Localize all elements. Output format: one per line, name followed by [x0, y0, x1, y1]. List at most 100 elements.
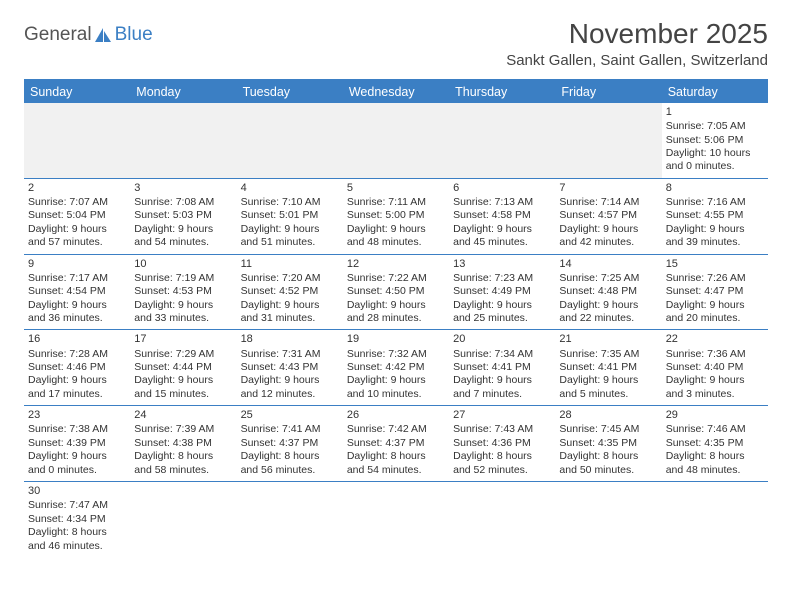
day-cell: 13Sunrise: 7:23 AMSunset: 4:49 PMDayligh…	[449, 254, 555, 330]
sunset-text: Sunset: 4:41 PM	[453, 361, 551, 374]
day-cell: 25Sunrise: 7:41 AMSunset: 4:37 PMDayligh…	[237, 406, 343, 482]
week-row: 16Sunrise: 7:28 AMSunset: 4:46 PMDayligh…	[24, 330, 768, 406]
sunset-text: Sunset: 5:00 PM	[347, 209, 445, 222]
sunset-text: Sunset: 4:46 PM	[28, 361, 126, 374]
day-cell: 18Sunrise: 7:31 AMSunset: 4:43 PMDayligh…	[237, 330, 343, 406]
title-block: November 2025 Sankt Gallen, Saint Gallen…	[506, 18, 768, 73]
sunset-text: Sunset: 4:37 PM	[241, 437, 339, 450]
day-cell: 16Sunrise: 7:28 AMSunset: 4:46 PMDayligh…	[24, 330, 130, 406]
sunset-text: Sunset: 4:53 PM	[134, 285, 232, 298]
day-cell: 8Sunrise: 7:16 AMSunset: 4:55 PMDaylight…	[662, 178, 768, 254]
sunset-text: Sunset: 4:55 PM	[666, 209, 764, 222]
day-number: 8	[666, 181, 764, 195]
daylight-text: Daylight: 8 hours and 50 minutes.	[559, 450, 657, 477]
daylight-text: Daylight: 8 hours and 48 minutes.	[666, 450, 764, 477]
day-number: 25	[241, 408, 339, 422]
daylight-text: Daylight: 9 hours and 36 minutes.	[28, 299, 126, 326]
sunrise-text: Sunrise: 7:38 AM	[28, 423, 126, 436]
sunset-text: Sunset: 4:36 PM	[453, 437, 551, 450]
day-number: 24	[134, 408, 232, 422]
daylight-text: Daylight: 9 hours and 3 minutes.	[666, 374, 764, 401]
day-cell: 29Sunrise: 7:46 AMSunset: 4:35 PMDayligh…	[662, 406, 768, 482]
day-number: 26	[347, 408, 445, 422]
sunset-text: Sunset: 4:38 PM	[134, 437, 232, 450]
daylight-text: Daylight: 9 hours and 5 minutes.	[559, 374, 657, 401]
daylight-text: Daylight: 9 hours and 20 minutes.	[666, 299, 764, 326]
day-number: 13	[453, 257, 551, 271]
sunset-text: Sunset: 4:42 PM	[347, 361, 445, 374]
daylight-text: Daylight: 9 hours and 25 minutes.	[453, 299, 551, 326]
daylight-text: Daylight: 9 hours and 12 minutes.	[241, 374, 339, 401]
day-header-row: SundayMondayTuesdayWednesdayThursdayFrid…	[24, 81, 768, 103]
sunset-text: Sunset: 4:40 PM	[666, 361, 764, 374]
day-cell	[449, 103, 555, 178]
day-cell: 3Sunrise: 7:08 AMSunset: 5:03 PMDaylight…	[130, 178, 236, 254]
day-header: Monday	[130, 81, 236, 103]
sunrise-text: Sunrise: 7:39 AM	[134, 423, 232, 436]
daylight-text: Daylight: 8 hours and 54 minutes.	[347, 450, 445, 477]
day-cell: 28Sunrise: 7:45 AMSunset: 4:35 PMDayligh…	[555, 406, 661, 482]
daylight-text: Daylight: 8 hours and 58 minutes.	[134, 450, 232, 477]
calendar-page: General Blue November 2025 Sankt Gallen,…	[0, 0, 792, 557]
sunrise-text: Sunrise: 7:23 AM	[453, 272, 551, 285]
sunrise-text: Sunrise: 7:05 AM	[666, 120, 764, 133]
sunrise-text: Sunrise: 7:34 AM	[453, 348, 551, 361]
day-cell: 15Sunrise: 7:26 AMSunset: 4:47 PMDayligh…	[662, 254, 768, 330]
sunrise-text: Sunrise: 7:08 AM	[134, 196, 232, 209]
sunset-text: Sunset: 5:03 PM	[134, 209, 232, 222]
day-number: 16	[28, 332, 126, 346]
sunrise-text: Sunrise: 7:35 AM	[559, 348, 657, 361]
calendar-table: SundayMondayTuesdayWednesdayThursdayFrid…	[24, 81, 768, 557]
sunrise-text: Sunrise: 7:13 AM	[453, 196, 551, 209]
sunset-text: Sunset: 4:52 PM	[241, 285, 339, 298]
day-cell: 12Sunrise: 7:22 AMSunset: 4:50 PMDayligh…	[343, 254, 449, 330]
sunset-text: Sunset: 4:41 PM	[559, 361, 657, 374]
sunrise-text: Sunrise: 7:25 AM	[559, 272, 657, 285]
header: General Blue November 2025 Sankt Gallen,…	[24, 18, 768, 73]
sunrise-text: Sunrise: 7:31 AM	[241, 348, 339, 361]
day-cell	[555, 482, 661, 557]
day-cell: 23Sunrise: 7:38 AMSunset: 4:39 PMDayligh…	[24, 406, 130, 482]
day-cell	[449, 482, 555, 557]
day-number: 5	[347, 181, 445, 195]
logo-text-2: Blue	[115, 24, 153, 46]
daylight-text: Daylight: 9 hours and 22 minutes.	[559, 299, 657, 326]
day-cell: 17Sunrise: 7:29 AMSunset: 4:44 PMDayligh…	[130, 330, 236, 406]
sunrise-text: Sunrise: 7:46 AM	[666, 423, 764, 436]
sunset-text: Sunset: 4:58 PM	[453, 209, 551, 222]
day-number: 18	[241, 332, 339, 346]
sunrise-text: Sunrise: 7:26 AM	[666, 272, 764, 285]
daylight-text: Daylight: 8 hours and 46 minutes.	[28, 526, 126, 553]
daylight-text: Daylight: 9 hours and 51 minutes.	[241, 223, 339, 250]
day-number: 22	[666, 332, 764, 346]
daylight-text: Daylight: 10 hours and 0 minutes.	[666, 147, 764, 174]
daylight-text: Daylight: 9 hours and 54 minutes.	[134, 223, 232, 250]
week-row: 23Sunrise: 7:38 AMSunset: 4:39 PMDayligh…	[24, 406, 768, 482]
day-number: 15	[666, 257, 764, 271]
day-cell: 9Sunrise: 7:17 AMSunset: 4:54 PMDaylight…	[24, 254, 130, 330]
day-cell: 24Sunrise: 7:39 AMSunset: 4:38 PMDayligh…	[130, 406, 236, 482]
day-cell: 26Sunrise: 7:42 AMSunset: 4:37 PMDayligh…	[343, 406, 449, 482]
day-cell: 19Sunrise: 7:32 AMSunset: 4:42 PMDayligh…	[343, 330, 449, 406]
sunrise-text: Sunrise: 7:17 AM	[28, 272, 126, 285]
day-number: 30	[28, 484, 126, 498]
day-number: 10	[134, 257, 232, 271]
daylight-text: Daylight: 9 hours and 0 minutes.	[28, 450, 126, 477]
sunrise-text: Sunrise: 7:47 AM	[28, 499, 126, 512]
sunrise-text: Sunrise: 7:36 AM	[666, 348, 764, 361]
daylight-text: Daylight: 9 hours and 10 minutes.	[347, 374, 445, 401]
day-cell	[130, 103, 236, 178]
day-header: Thursday	[449, 81, 555, 103]
logo: General Blue	[24, 24, 153, 46]
daylight-text: Daylight: 9 hours and 7 minutes.	[453, 374, 551, 401]
day-number: 21	[559, 332, 657, 346]
day-number: 12	[347, 257, 445, 271]
sunrise-text: Sunrise: 7:20 AM	[241, 272, 339, 285]
sunset-text: Sunset: 4:47 PM	[666, 285, 764, 298]
sunrise-text: Sunrise: 7:43 AM	[453, 423, 551, 436]
sunrise-text: Sunrise: 7:16 AM	[666, 196, 764, 209]
day-cell	[343, 482, 449, 557]
sunset-text: Sunset: 5:01 PM	[241, 209, 339, 222]
day-cell	[24, 103, 130, 178]
day-header: Friday	[555, 81, 661, 103]
